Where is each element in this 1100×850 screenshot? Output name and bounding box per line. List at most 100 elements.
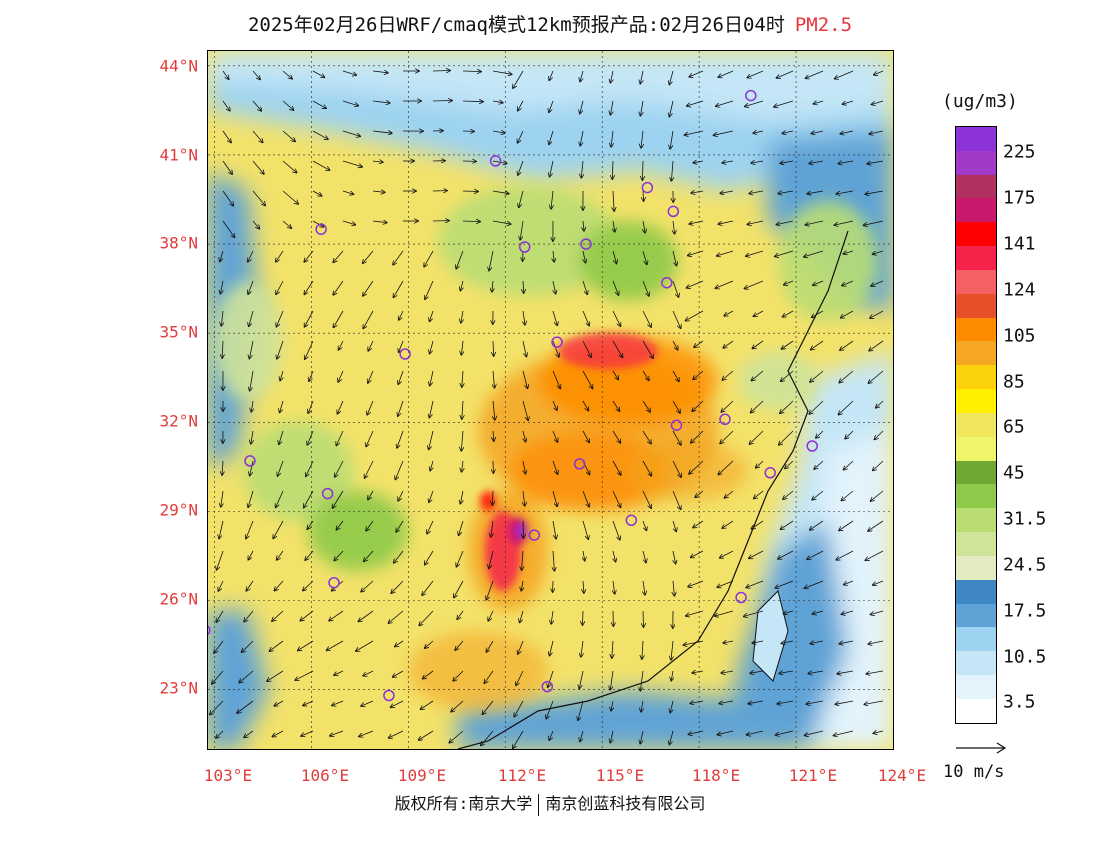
wind-arrow	[304, 490, 314, 508]
wind-arrow	[372, 71, 388, 73]
wind-arrow	[250, 460, 254, 476]
wind-arrow	[643, 190, 644, 201]
chart-title: 2025年02月26日WRF/cmaq模式12km预报产品:02月26日04时 P…	[0, 10, 1100, 37]
wind-arrow	[673, 580, 674, 596]
wind-arrow	[845, 430, 854, 439]
wind-arrow	[642, 490, 651, 508]
wind-arrow	[333, 280, 344, 295]
wind-arrow	[393, 250, 404, 265]
wind-arrow	[273, 520, 284, 538]
wind-arrow	[366, 430, 374, 447]
wind-arrow	[691, 550, 704, 558]
wind-arrow	[752, 370, 764, 381]
wind-arrow	[752, 340, 764, 349]
moderate-zones	[213, 186, 878, 571]
wind-arrow	[836, 190, 854, 194]
wind-arrow	[462, 71, 481, 72]
wind-arrow	[334, 550, 344, 561]
wind-arrow	[745, 100, 764, 107]
wind-arrow	[522, 340, 526, 357]
wind-arrow	[804, 580, 824, 588]
wind-arrow	[456, 250, 464, 269]
wind-arrow	[722, 370, 734, 380]
wind-arrow	[642, 460, 651, 476]
wind-arrow	[520, 610, 524, 623]
wind-arrow	[844, 580, 854, 585]
wind-arrow	[363, 670, 374, 676]
wind-arrow	[783, 611, 794, 614]
wind-arrow	[305, 310, 314, 327]
forecast-map[interactable]	[207, 50, 894, 750]
wind-arrow	[246, 580, 254, 591]
wind-arrow	[612, 370, 618, 380]
wind-arrow	[612, 520, 620, 540]
wind-arrow	[280, 400, 284, 413]
coastline	[457, 230, 849, 749]
wind-arrow	[866, 670, 884, 674]
wind-arrow	[717, 730, 734, 735]
legend-label: 175	[1003, 187, 1036, 209]
wind-arrow	[457, 610, 464, 619]
wind-arrow	[874, 70, 884, 75]
wind-arrow	[804, 250, 824, 257]
wind-arrow	[582, 340, 591, 357]
wind-arrow	[775, 580, 794, 588]
wind-arrow	[782, 131, 794, 133]
wind-arrow	[580, 100, 584, 114]
wind-arrow	[222, 460, 223, 475]
wind-arrow	[693, 520, 704, 528]
wind-arrow	[807, 190, 824, 194]
wind-arrow	[582, 430, 589, 442]
wind-arrow	[456, 550, 464, 567]
wind-arrow	[252, 130, 263, 143]
city-marker	[745, 89, 757, 102]
city-marker	[551, 336, 563, 348]
city-marker	[735, 591, 747, 604]
wind-arrow	[808, 671, 824, 674]
wind-arrow	[838, 161, 854, 164]
wind-arrow	[461, 340, 463, 355]
legend-swatch	[956, 293, 996, 318]
wind-arrow	[282, 220, 291, 228]
wind-arrow	[549, 730, 554, 740]
wind-arrow	[582, 520, 588, 539]
wind-arrow	[222, 130, 231, 143]
wind-arrow	[869, 130, 884, 134]
wind-arrow	[220, 280, 223, 294]
wind-arrow	[398, 490, 404, 501]
legend-swatch	[956, 675, 996, 699]
wind-arrow	[492, 131, 505, 133]
copyright-right: 南京创蓝科技有限公司	[545, 794, 706, 813]
wind-arrow	[672, 460, 681, 477]
wind-arrow	[689, 460, 704, 474]
wind-arrow	[514, 700, 524, 717]
wind-arrow	[333, 490, 344, 508]
legend-label: 10.5	[1003, 646, 1047, 668]
wind-arrow	[749, 191, 764, 194]
wind-arrow	[683, 640, 704, 645]
wind-arrow	[723, 641, 734, 643]
wind-arrow	[718, 220, 734, 224]
wind-arrow	[274, 700, 284, 706]
wind-arrow	[359, 730, 374, 737]
lat-label-29: 29°N	[159, 500, 198, 520]
wind-arrow	[640, 70, 643, 84]
wind-arrow	[397, 430, 404, 448]
wind-arrow	[689, 220, 704, 224]
wind-arrow	[813, 280, 824, 285]
wind-arrow	[248, 550, 254, 560]
legend-swatch	[956, 365, 996, 390]
wind-arrow	[779, 671, 794, 673]
wind-arrow	[523, 520, 524, 538]
wind-arrow	[690, 701, 704, 703]
city-marker	[667, 205, 680, 218]
wind-arrow	[670, 700, 673, 713]
wind-arrow	[776, 220, 794, 225]
wind-arrow	[613, 190, 614, 211]
lat-label-35: 35°N	[159, 322, 198, 342]
wind-arrow	[612, 430, 620, 443]
wind-arrow	[582, 280, 587, 294]
wind-arrow	[610, 730, 613, 743]
wind-arrow	[393, 670, 404, 677]
wind-arrow	[295, 670, 314, 680]
